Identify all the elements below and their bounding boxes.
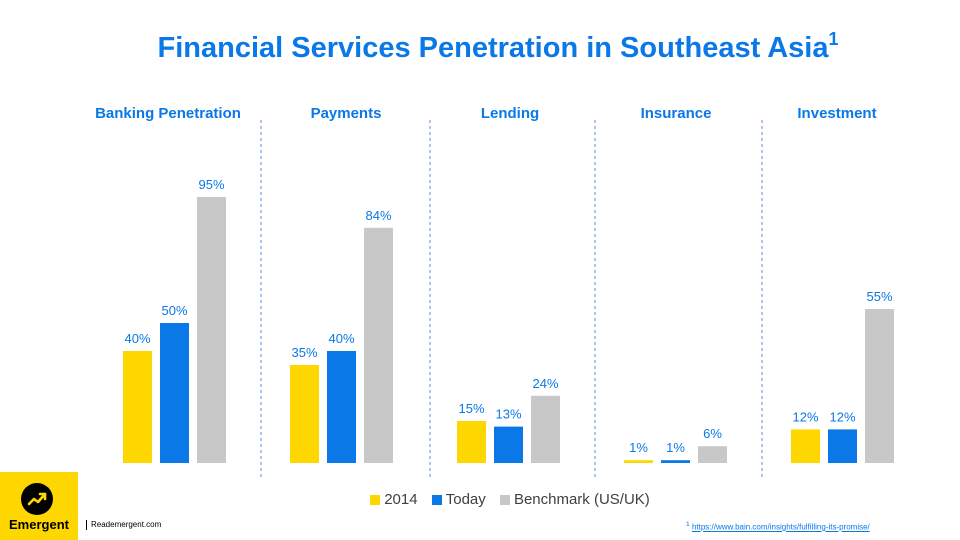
legend-label-2014: 2014	[384, 491, 418, 508]
bar-today-0	[160, 323, 189, 463]
legend-label-today: Today	[445, 491, 486, 508]
data-label-2014-4: 12%	[792, 409, 818, 424]
data-label-today-4: 12%	[829, 409, 855, 424]
bar-benchmark-2	[531, 395, 560, 463]
data-label-benchmark-3: 6%	[703, 426, 722, 441]
bar-2014-2	[457, 421, 486, 463]
trend-up-icon	[21, 483, 53, 515]
bar-benchmark-1	[364, 227, 393, 463]
legend-item-today: Today	[431, 491, 486, 508]
bar-today-2	[494, 426, 523, 463]
bar-2014-1	[290, 365, 319, 463]
bar-benchmark-3	[698, 446, 727, 463]
footnote-mark: 1	[686, 521, 690, 528]
data-label-2014-2: 15%	[458, 401, 484, 416]
title-footnote-mark: 1	[828, 29, 839, 49]
bar-2014-4	[791, 429, 820, 463]
bar-today-1	[327, 351, 356, 463]
data-label-today-1: 40%	[328, 331, 354, 346]
footnote: 1 https://www.bain.com/insights/fulfilli…	[686, 521, 870, 532]
data-label-benchmark-1: 84%	[365, 208, 391, 223]
emergent-logo: Emergent	[0, 472, 78, 540]
data-label-today-3: 1%	[666, 440, 685, 455]
page-title: Financial Services Penetration in Southe…	[0, 29, 960, 65]
bar-benchmark-0	[197, 197, 226, 463]
bar-today-4	[828, 429, 857, 463]
logo-text: Emergent	[9, 517, 69, 532]
category-header-insurance: Insurance	[640, 105, 712, 122]
bar-today-3	[661, 460, 690, 463]
category-header-investment: Investment	[797, 105, 877, 122]
category-header-lending: Lending	[480, 105, 540, 122]
data-label-today-0: 50%	[161, 303, 187, 318]
legend-swatch-benchmark	[499, 494, 510, 505]
legend-item-benchmark: Benchmark (US/UK)	[499, 491, 650, 508]
bar-2014-3	[624, 460, 653, 463]
data-label-benchmark-2: 24%	[532, 376, 558, 391]
website-label: Reademergent.com	[86, 520, 161, 530]
bar-benchmark-4	[865, 309, 894, 463]
legend-item-2014: 2014	[370, 491, 418, 508]
footnote-link[interactable]: https://www.bain.com/insights/fulfilling…	[691, 522, 870, 532]
legend-swatch-today	[431, 494, 442, 505]
title-text: Financial Services Penetration in Southe…	[157, 32, 829, 64]
data-label-2014-0: 40%	[124, 331, 150, 346]
bar-2014-0	[123, 351, 152, 463]
category-header-banking: Banking Penetration	[95, 105, 241, 122]
website-text: Reademergent.com	[91, 520, 162, 530]
data-label-today-2: 13%	[495, 407, 521, 422]
data-label-2014-3: 1%	[629, 440, 648, 455]
data-label-benchmark-4: 55%	[866, 289, 892, 304]
data-label-2014-1: 35%	[291, 345, 317, 360]
chart-legend: 2014 Today Benchmark (US/UK)	[0, 491, 960, 509]
category-header-payments: Payments	[310, 105, 382, 122]
data-label-benchmark-0: 95%	[198, 177, 224, 192]
legend-label-benchmark: Benchmark (US/UK)	[513, 491, 650, 508]
legend-swatch-2014	[370, 494, 381, 505]
